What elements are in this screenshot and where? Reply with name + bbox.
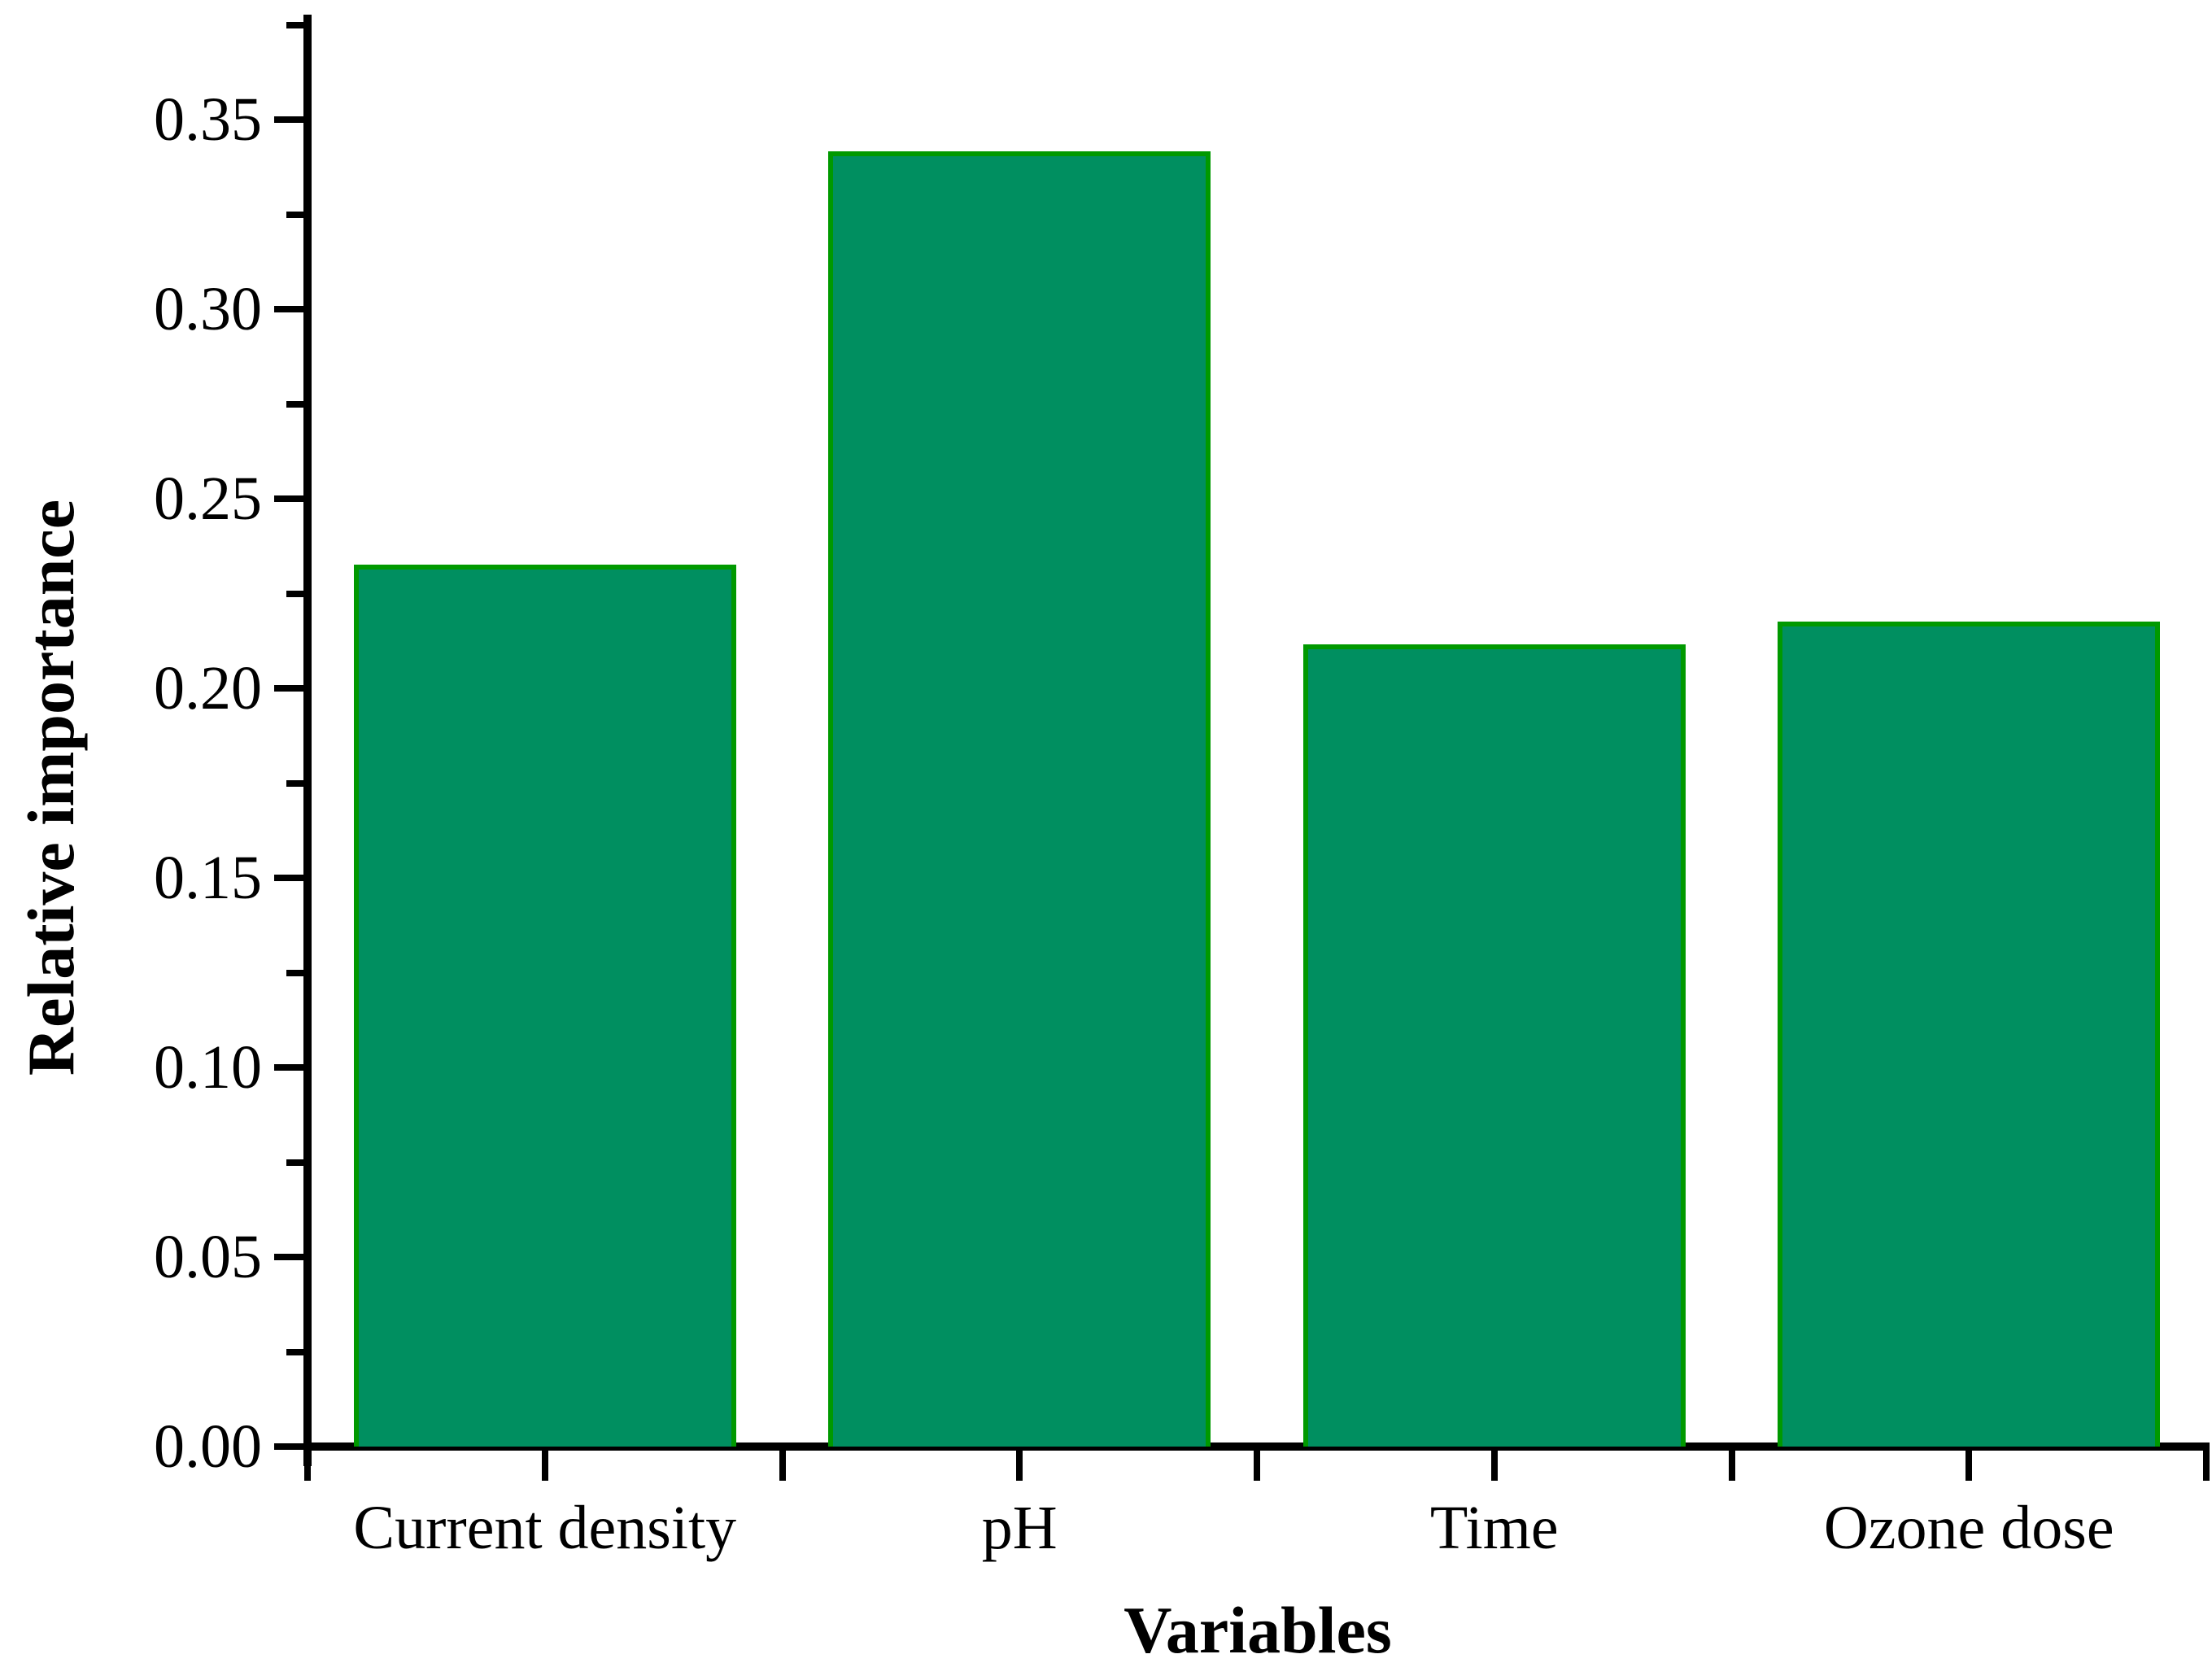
y-tick-label: 0.30 — [154, 275, 262, 343]
x-category-label: Time — [1429, 1494, 1559, 1562]
bar-ph — [828, 151, 1211, 1447]
x-center-tick — [1965, 1450, 1973, 1481]
x-category-label: Ozone dose — [1823, 1494, 2114, 1562]
y-major-tick — [274, 1443, 303, 1450]
y-minor-tick — [286, 779, 303, 787]
y-minor-tick — [286, 400, 303, 408]
y-minor-tick — [286, 1159, 303, 1166]
y-major-tick — [274, 116, 303, 123]
y-tick-label: 0.20 — [154, 654, 262, 722]
x-axis-line — [303, 1442, 2210, 1451]
y-tick-label: 0.15 — [154, 844, 262, 912]
x-boundary-tick — [779, 1450, 786, 1481]
y-major-tick — [274, 1064, 303, 1071]
y-major-tick — [274, 875, 303, 881]
y-major-tick — [274, 495, 303, 502]
y-tick-label: 0.10 — [154, 1033, 262, 1102]
x-axis-title: Variables — [1123, 1593, 1392, 1667]
y-major-tick — [274, 1254, 303, 1260]
y-minor-tick — [286, 1348, 303, 1355]
y-tick-label: 0.35 — [154, 85, 262, 154]
x-boundary-tick — [304, 1450, 311, 1481]
x-boundary-tick — [1254, 1450, 1260, 1481]
y-major-tick — [274, 306, 303, 312]
bar-ozone-dose — [1778, 621, 2161, 1447]
y-tick-label: 0.25 — [154, 465, 262, 533]
x-boundary-tick — [2203, 1450, 2210, 1481]
y-axis-line — [303, 15, 312, 1466]
y-tick-label: 0.00 — [154, 1412, 262, 1481]
y-minor-tick — [286, 969, 303, 976]
y-axis-title: Relative importance — [14, 499, 88, 1076]
x-category-label: Current density — [353, 1494, 737, 1562]
x-boundary-tick — [1728, 1450, 1735, 1481]
y-minor-tick — [286, 590, 303, 597]
y-tick-label: 0.05 — [154, 1223, 262, 1291]
y-major-tick — [274, 685, 303, 692]
y-minor-tick — [286, 21, 303, 28]
bar-current-density — [353, 564, 736, 1447]
x-center-tick — [541, 1450, 548, 1481]
y-minor-tick — [286, 211, 303, 218]
x-center-tick — [1490, 1450, 1498, 1481]
x-center-tick — [1016, 1450, 1023, 1481]
x-category-label: pH — [981, 1494, 1058, 1562]
bar-time — [1302, 644, 1686, 1447]
